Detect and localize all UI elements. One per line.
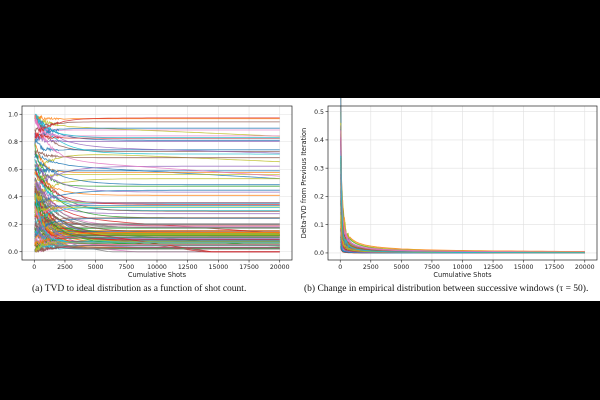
panel-a-tvd-chart: 0 2500 5000 7500 10000 12500 15000 17500 20000 0.… <box>0 105 293 279</box>
caption-a: (a) TVD to ideal distribution as a funct… <box>32 284 247 294</box>
series-line <box>34 115 280 137</box>
y-tick-label: 0.3 <box>314 165 324 172</box>
x-tick-label: 12500 <box>178 264 198 271</box>
series-line <box>34 138 280 173</box>
series-line <box>34 144 280 187</box>
x-tick-label: 20000 <box>270 264 290 271</box>
x-tick-label: 10000 <box>147 264 167 271</box>
series-line <box>34 114 280 154</box>
series-line <box>34 178 280 200</box>
figure: 0 2500 5000 7500 10000 12500 15000 17500 20000 0.… <box>0 90 600 301</box>
y-tick-label: 0.0 <box>8 249 18 256</box>
x-tick-label: 12500 <box>483 264 503 271</box>
x-tick-label: 15000 <box>209 264 229 271</box>
x-tick-label: 0 <box>32 264 36 271</box>
series-line <box>34 207 280 226</box>
y-tick-label: 0.1 <box>314 222 324 229</box>
x-tick-label: 17500 <box>544 264 564 271</box>
series-line <box>34 245 280 253</box>
y-tick-label: 0.4 <box>314 137 324 144</box>
x-tick-label: 5000 <box>88 264 104 271</box>
x-axis-label: Cumulative Shots <box>128 271 187 279</box>
y-tick-label: 0.8 <box>8 139 18 146</box>
figure-svg: 0 2500 5000 7500 10000 12500 15000 17500 20000 0.… <box>0 90 598 279</box>
y-tick-label: 0.2 <box>8 221 18 228</box>
series-line <box>34 189 280 208</box>
series-line <box>34 192 280 243</box>
x-tick-label: 2500 <box>363 264 379 271</box>
x-tick-label: 0 <box>338 264 342 271</box>
series-line <box>34 114 280 177</box>
series-line <box>34 167 280 174</box>
y-tick-label: 1.0 <box>8 111 18 118</box>
series-line <box>34 163 280 193</box>
series-line <box>34 217 280 231</box>
x-tick-label: 5000 <box>393 264 409 271</box>
x-tick-label: 2500 <box>57 264 73 271</box>
series-line <box>34 116 280 138</box>
y-tick-label: 0.6 <box>8 166 18 173</box>
caption-b: (b) Change in empirical distribution bet… <box>304 284 589 294</box>
x-axis-label: Cumulative Shots <box>433 271 492 279</box>
series-line <box>34 182 280 204</box>
series-line <box>34 117 280 139</box>
series-line <box>34 205 280 215</box>
y-tick-label: 0.4 <box>8 194 18 201</box>
series-line <box>34 133 280 153</box>
series-line <box>34 226 280 245</box>
y-tick-label: 0.5 <box>314 109 324 116</box>
series-line <box>34 168 280 205</box>
series-line <box>340 155 585 254</box>
panel-b-delta-tvd-chart: 0 2500 5000 7500 10000 12500 15000 17500 20000 0.… <box>300 90 598 279</box>
x-tick-label: 10000 <box>453 264 473 271</box>
axes-frame <box>327 105 598 261</box>
y-axis-label: Delta-TVD from Previous Iteration <box>300 128 308 238</box>
x-tick-label: 7500 <box>424 264 440 271</box>
series-line <box>34 113 280 139</box>
y-tick-label: 0.2 <box>314 194 324 201</box>
series-line <box>34 217 280 250</box>
x-tick-label: 20000 <box>575 264 595 271</box>
series-line <box>34 149 280 159</box>
series-line <box>34 154 280 186</box>
series-line <box>34 127 280 144</box>
x-tick-label: 17500 <box>239 264 259 271</box>
series-line <box>34 114 280 122</box>
axes-frame <box>21 105 293 261</box>
y-tick-label: 0.0 <box>314 250 324 257</box>
y-axis-label: TVD from Ground Truth <box>0 145 2 222</box>
series-line <box>34 115 280 155</box>
series-line <box>34 158 280 204</box>
x-tick-label: 7500 <box>118 264 134 271</box>
x-tick-label: 15000 <box>514 264 534 271</box>
series-line <box>34 173 280 186</box>
series-line <box>34 216 280 240</box>
